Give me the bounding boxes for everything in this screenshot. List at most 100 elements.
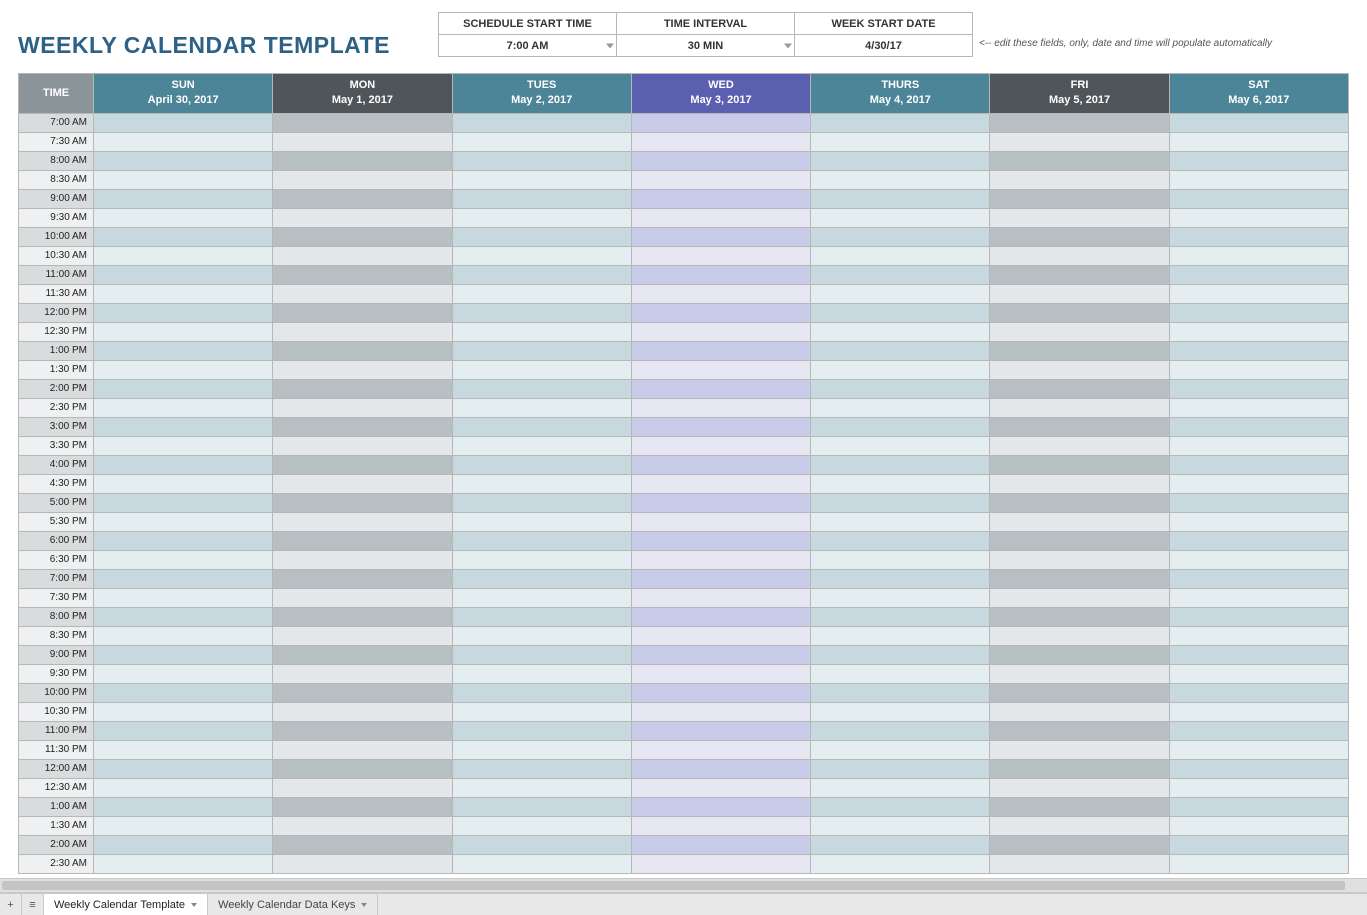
time-slot[interactable] bbox=[452, 436, 631, 455]
chevron-down-icon[interactable] bbox=[191, 903, 197, 907]
time-slot[interactable] bbox=[94, 113, 273, 132]
time-slot[interactable] bbox=[811, 588, 990, 607]
time-slot[interactable] bbox=[94, 151, 273, 170]
time-slot[interactable] bbox=[631, 493, 810, 512]
time-slot[interactable] bbox=[452, 854, 631, 873]
time-slot[interactable] bbox=[1169, 379, 1348, 398]
time-slot[interactable] bbox=[631, 702, 810, 721]
time-slot[interactable] bbox=[452, 569, 631, 588]
time-slot[interactable] bbox=[631, 683, 810, 702]
time-slot[interactable] bbox=[452, 740, 631, 759]
time-slot[interactable] bbox=[990, 569, 1169, 588]
time-slot[interactable] bbox=[94, 417, 273, 436]
time-slot[interactable] bbox=[94, 474, 273, 493]
time-slot[interactable] bbox=[273, 284, 452, 303]
time-slot[interactable] bbox=[273, 778, 452, 797]
horizontal-scrollbar[interactable] bbox=[0, 878, 1367, 893]
control-value[interactable]: 4/30/17 bbox=[795, 35, 973, 57]
time-slot[interactable] bbox=[94, 721, 273, 740]
time-slot[interactable] bbox=[273, 417, 452, 436]
time-slot[interactable] bbox=[94, 702, 273, 721]
time-slot[interactable] bbox=[452, 664, 631, 683]
time-slot[interactable] bbox=[452, 493, 631, 512]
time-slot[interactable] bbox=[94, 455, 273, 474]
time-slot[interactable] bbox=[273, 797, 452, 816]
time-slot[interactable] bbox=[273, 170, 452, 189]
time-slot[interactable] bbox=[631, 265, 810, 284]
time-slot[interactable] bbox=[452, 322, 631, 341]
time-slot[interactable] bbox=[990, 493, 1169, 512]
time-slot[interactable] bbox=[452, 816, 631, 835]
time-slot[interactable] bbox=[273, 474, 452, 493]
time-slot[interactable] bbox=[631, 474, 810, 493]
time-slot[interactable] bbox=[990, 835, 1169, 854]
time-slot[interactable] bbox=[273, 436, 452, 455]
time-slot[interactable] bbox=[273, 493, 452, 512]
time-slot[interactable] bbox=[273, 341, 452, 360]
time-slot[interactable] bbox=[811, 360, 990, 379]
time-slot[interactable] bbox=[631, 170, 810, 189]
time-slot[interactable] bbox=[990, 265, 1169, 284]
time-slot[interactable] bbox=[1169, 436, 1348, 455]
time-slot[interactable] bbox=[990, 322, 1169, 341]
time-slot[interactable] bbox=[1169, 759, 1348, 778]
time-slot[interactable] bbox=[94, 531, 273, 550]
time-slot[interactable] bbox=[990, 626, 1169, 645]
time-slot[interactable] bbox=[631, 664, 810, 683]
time-slot[interactable] bbox=[94, 512, 273, 531]
time-slot[interactable] bbox=[811, 170, 990, 189]
time-slot[interactable] bbox=[452, 341, 631, 360]
time-slot[interactable] bbox=[273, 740, 452, 759]
time-slot[interactable] bbox=[452, 455, 631, 474]
time-slot[interactable] bbox=[452, 208, 631, 227]
time-slot[interactable] bbox=[631, 284, 810, 303]
time-slot[interactable] bbox=[811, 417, 990, 436]
time-slot[interactable] bbox=[452, 113, 631, 132]
time-slot[interactable] bbox=[94, 797, 273, 816]
time-slot[interactable] bbox=[1169, 284, 1348, 303]
time-slot[interactable] bbox=[273, 645, 452, 664]
time-slot[interactable] bbox=[452, 835, 631, 854]
time-slot[interactable] bbox=[811, 778, 990, 797]
time-slot[interactable] bbox=[273, 816, 452, 835]
time-slot[interactable] bbox=[631, 208, 810, 227]
time-slot[interactable] bbox=[273, 721, 452, 740]
time-slot[interactable] bbox=[273, 588, 452, 607]
time-slot[interactable] bbox=[990, 303, 1169, 322]
time-slot[interactable] bbox=[273, 303, 452, 322]
time-slot[interactable] bbox=[631, 816, 810, 835]
time-slot[interactable] bbox=[94, 398, 273, 417]
time-slot[interactable] bbox=[1169, 607, 1348, 626]
time-slot[interactable] bbox=[631, 398, 810, 417]
time-slot[interactable] bbox=[990, 683, 1169, 702]
time-slot[interactable] bbox=[273, 531, 452, 550]
time-slot[interactable] bbox=[990, 607, 1169, 626]
time-slot[interactable] bbox=[273, 208, 452, 227]
time-slot[interactable] bbox=[631, 797, 810, 816]
time-slot[interactable] bbox=[631, 569, 810, 588]
time-slot[interactable] bbox=[811, 379, 990, 398]
time-slot[interactable] bbox=[94, 284, 273, 303]
time-slot[interactable] bbox=[94, 854, 273, 873]
time-slot[interactable] bbox=[1169, 512, 1348, 531]
time-slot[interactable] bbox=[1169, 208, 1348, 227]
time-slot[interactable] bbox=[631, 531, 810, 550]
time-slot[interactable] bbox=[811, 854, 990, 873]
time-slot[interactable] bbox=[990, 664, 1169, 683]
time-slot[interactable] bbox=[631, 512, 810, 531]
time-slot[interactable] bbox=[273, 455, 452, 474]
time-slot[interactable] bbox=[1169, 360, 1348, 379]
time-slot[interactable] bbox=[631, 645, 810, 664]
time-slot[interactable] bbox=[811, 436, 990, 455]
time-slot[interactable] bbox=[811, 702, 990, 721]
time-slot[interactable] bbox=[990, 816, 1169, 835]
time-slot[interactable] bbox=[811, 607, 990, 626]
time-slot[interactable] bbox=[1169, 322, 1348, 341]
time-slot[interactable] bbox=[990, 854, 1169, 873]
time-slot[interactable] bbox=[1169, 341, 1348, 360]
time-slot[interactable] bbox=[94, 208, 273, 227]
time-slot[interactable] bbox=[631, 778, 810, 797]
time-slot[interactable] bbox=[452, 474, 631, 493]
time-slot[interactable] bbox=[94, 227, 273, 246]
time-slot[interactable] bbox=[1169, 417, 1348, 436]
